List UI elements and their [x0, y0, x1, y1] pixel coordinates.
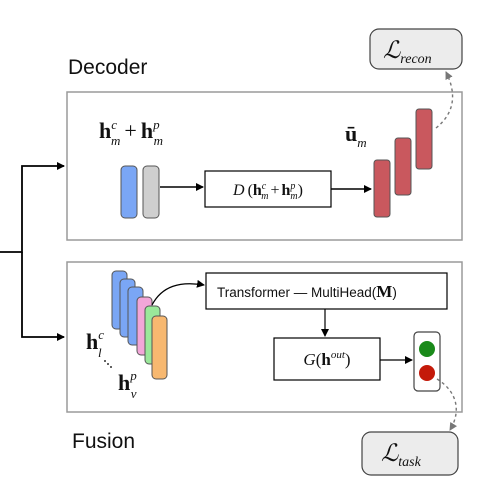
- hvp-label: hp v: [118, 368, 137, 401]
- transformer-box: [205, 272, 448, 310]
- output-indicator: [413, 331, 441, 392]
- gate-label: G(hout): [303, 349, 350, 369]
- fusion-vector-stack: [111, 270, 168, 380]
- hlc-label: hc l: [86, 327, 104, 360]
- fusion-title: Fusion: [72, 430, 135, 453]
- fusion-panel: [66, 261, 463, 413]
- decoder-panel: [66, 91, 463, 241]
- stack-orange: [151, 315, 168, 380]
- output-block-3: [415, 108, 433, 170]
- gate-box: [273, 337, 381, 381]
- output-block-2: [394, 137, 412, 196]
- h-m-c-vector: [120, 165, 138, 219]
- arrow-to-transformer: [151, 279, 205, 306]
- task-loss-box: [361, 431, 459, 476]
- decoder-fn-label: D (hc m + hp m): [232, 181, 303, 202]
- decoder-input-label: hc m + hp m: [99, 117, 163, 148]
- decoder-output-label: ūm: [345, 121, 367, 150]
- input-arrow-decoder: [0, 162, 65, 253]
- ellipsis-dots: [104, 360, 112, 368]
- indicator-green-light: [419, 341, 435, 357]
- decoder-output-stack: [373, 108, 433, 218]
- recon-loss-label: ℒrecon: [383, 38, 432, 67]
- recon-loss-box: [369, 28, 463, 70]
- indicator-red-light: [419, 365, 435, 381]
- h-m-p-vector: [142, 165, 160, 219]
- transformer-label: Transformer — MultiHead(M): [217, 282, 397, 301]
- output-block-1: [373, 159, 391, 218]
- input-arrow-fusion: [21, 252, 65, 341]
- decoder-fn-box: [204, 170, 332, 208]
- task-loss-label: ℒtask: [381, 441, 422, 470]
- decoder-title: Decoder: [68, 56, 147, 79]
- recon-loss-arrow: [435, 71, 454, 129]
- task-loss-arrow: [436, 378, 458, 431]
